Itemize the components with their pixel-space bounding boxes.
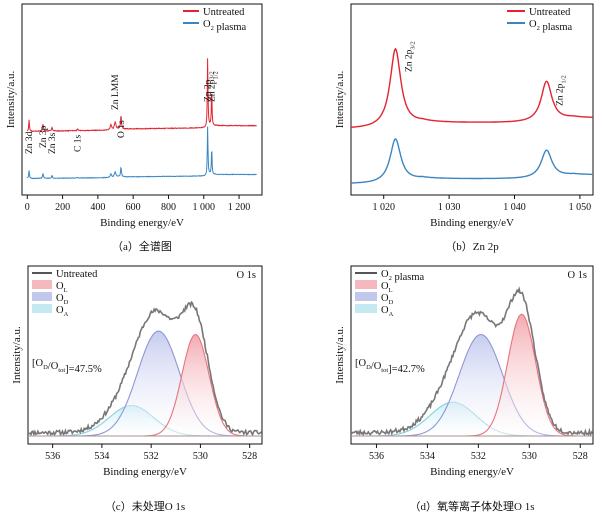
ratio-annotation-c: [OD/Otot]=47.5% [32, 358, 102, 375]
x-tick-label-a: 600 [126, 202, 141, 213]
legend-label-c: Untreated [56, 269, 98, 280]
legend-label-d: O2 plasma [381, 269, 425, 283]
panel-c: 536 534 532 530 528 Binding energy/eV Intensit… [11, 265, 263, 513]
x-axis-label-d: Binding energy/eV [430, 466, 514, 478]
measured-spectrum-d [350, 286, 594, 437]
x-tick-label-a: 800 [161, 202, 176, 213]
peak-label-a: Zn 3s [48, 132, 58, 154]
series-line-untreated [26, 58, 257, 133]
x-tick-label-d: 536 [369, 451, 384, 462]
x-tick-label-a: 1 200 [228, 202, 251, 213]
component-od-c [28, 330, 262, 437]
panel-caption-d: （d）氧等离子体处理O 1s [410, 499, 535, 513]
legend-swatch-c [32, 304, 52, 313]
x-tick-label-a: 0 [25, 202, 30, 213]
x-tick-label-a: 200 [55, 202, 70, 213]
series-line-o2-plasma [351, 138, 593, 184]
panel-a: 0 200 400 600 800 1 000 1 200 Binding energy/eV… [5, 3, 263, 253]
y-axis-label-a: Intensity/a.u. [5, 71, 17, 129]
legend-label-b: Untreated [529, 7, 571, 18]
x-tick-label-c: 536 [45, 451, 60, 462]
series-line-untreated [350, 47, 593, 128]
x-tick-label-c: 534 [94, 451, 109, 462]
x-tick-label-b: 1 020 [372, 202, 395, 213]
legend-label-d: OA [381, 305, 394, 318]
x-tick-label-b: 1 050 [569, 202, 592, 213]
plot-frame-a [21, 3, 263, 196]
legend-label-c: OL [56, 281, 68, 294]
plot-frame-c [27, 265, 263, 445]
peak-label-a: Zn 2p3/2 [204, 71, 216, 102]
x-tick-label-d: 530 [522, 451, 537, 462]
legend-swatch-c [32, 292, 52, 301]
panel-b: 1 020 1 030 1 040 1 050 Binding energy/eV Int… [334, 3, 594, 253]
x-tick-label-a: 1 000 [193, 202, 216, 213]
peak-label-b: Zn 2p3/2 [404, 41, 416, 72]
y-axis-label-b: Intensity/a.u. [334, 71, 346, 129]
x-tick-label-c: 530 [193, 451, 208, 462]
ratio-annotation-d: [OD/Otot]=42.7% [355, 358, 425, 375]
legend-label-a: O2 plasma [203, 19, 247, 33]
legend-label-d: OD [381, 293, 394, 306]
x-axis-label-c: Binding energy/eV [103, 466, 187, 478]
peak-label-a: O 1s [117, 120, 127, 138]
x-tick-label-b: 1 040 [503, 202, 526, 213]
panel-caption-b: （b）Zn 2p [445, 240, 499, 253]
legend-label-c: OD [56, 293, 69, 306]
x-tick-label-d: 534 [420, 451, 435, 462]
panel-caption-c: （c）未处理O 1s [105, 500, 185, 513]
series-line-o2-plasma [26, 126, 257, 180]
y-axis-label-c: Intensity/a.u. [11, 326, 23, 384]
x-tick-label-d: 528 [573, 451, 588, 462]
component-od-d [351, 333, 593, 437]
x-tick-label-b: 1 030 [438, 202, 461, 213]
legend-swatch-d [355, 280, 377, 289]
x-tick-label-c: 528 [242, 451, 257, 462]
y-axis-label-d: Intensity/a.u. [334, 326, 346, 384]
x-tick-label-a: 400 [90, 202, 105, 213]
peak-label-a: Zn 2p1/2 [208, 71, 220, 102]
x-tick-label-d: 532 [471, 451, 486, 462]
measured-spectrum-c [27, 300, 262, 437]
peak-label-a: C 1s [74, 135, 84, 152]
panel-d: 536 534 532 530 528 Binding energy/eV Intensit… [334, 265, 594, 513]
legend-label-a: Untreated [203, 7, 245, 18]
peak-label-b: Zn 2p1/2 [556, 75, 568, 106]
x-tick-label-c: 532 [144, 451, 159, 462]
legend-label-c: OA [56, 305, 69, 318]
legend-label-b: O2 plasma [529, 19, 573, 33]
legend-swatch-c [32, 280, 52, 289]
plot-frame-d [350, 265, 594, 445]
peak-label-a: Zn 3d [25, 131, 35, 154]
panel-title-d: O 1s [567, 270, 587, 281]
legend-swatch-d [355, 292, 377, 301]
peak-label-a: Zn 3p [39, 125, 49, 148]
plot-frame-b [350, 3, 594, 196]
panel-caption-a: （a）全谱图 [112, 239, 172, 253]
x-axis-label-a: Binding energy/eV [100, 217, 184, 229]
panel-title-c: O 1s [236, 270, 256, 281]
x-axis-label-b: Binding energy/eV [430, 217, 514, 229]
legend-label-d: OL [381, 281, 393, 294]
legend-swatch-d [355, 304, 377, 313]
peak-label-a: Zn LMM [111, 74, 121, 110]
